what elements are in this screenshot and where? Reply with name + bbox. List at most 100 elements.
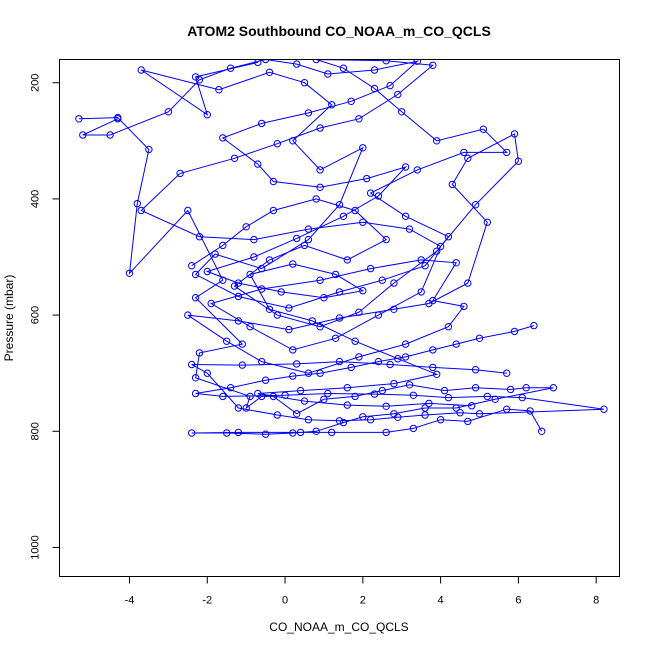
data-point (137, 66, 145, 74)
data-point (219, 392, 227, 401)
data-point (374, 357, 383, 366)
data-point (382, 235, 390, 244)
data-point (413, 166, 421, 174)
data-point (444, 323, 453, 331)
x-tick-label: -4 (125, 595, 135, 607)
data-point (355, 308, 363, 316)
plot-area (75, 59, 608, 438)
data-point (347, 97, 355, 106)
data-point (261, 59, 270, 64)
data-point (413, 59, 421, 65)
data-point (382, 402, 390, 410)
data-point (421, 411, 429, 419)
x-tick-label: 4 (438, 595, 444, 607)
data-point (207, 299, 215, 308)
data-point (137, 206, 145, 215)
data-point (75, 115, 83, 123)
data-point (246, 270, 254, 279)
data-point (366, 264, 375, 273)
data-point (324, 389, 332, 398)
x-tick-label: 0 (282, 595, 288, 607)
data-point (324, 70, 332, 78)
data-point (343, 384, 351, 392)
data-point (394, 90, 402, 99)
data-point (328, 101, 336, 109)
data-point (191, 270, 200, 279)
data-point (331, 270, 340, 279)
data-point (339, 212, 348, 221)
data-point (289, 260, 297, 268)
data-point (195, 233, 204, 241)
series-line-4 (82, 59, 472, 407)
data-point (343, 401, 351, 409)
data-point (351, 392, 359, 401)
data-point (471, 384, 480, 392)
data-point (219, 241, 227, 250)
data-point (382, 428, 390, 437)
data-point (359, 287, 367, 295)
data-point (300, 79, 309, 87)
data-point (293, 360, 301, 368)
data-point (114, 115, 122, 123)
data-point (421, 262, 429, 270)
data-point (316, 124, 324, 132)
data-point (339, 418, 348, 427)
data-point (370, 66, 379, 74)
data-point (456, 409, 464, 417)
y-tick-label: 800 (30, 422, 42, 440)
data-point (188, 262, 196, 270)
data-point (363, 174, 371, 183)
data-point (433, 137, 441, 145)
data-point (145, 145, 153, 154)
data-point (188, 360, 196, 369)
data-point (475, 410, 484, 418)
data-point (386, 360, 394, 369)
data-point (343, 256, 351, 264)
data-point (226, 384, 235, 392)
data-point (296, 428, 305, 437)
data-point (510, 327, 519, 336)
x-tick-label: -2 (202, 595, 212, 607)
data-point (506, 385, 515, 394)
data-point (390, 305, 398, 313)
y-tick-label: 1000 (30, 535, 42, 559)
data-point (273, 140, 281, 148)
data-point (211, 250, 219, 258)
data-point (250, 235, 258, 244)
data-point (261, 376, 270, 384)
data-point (242, 404, 250, 412)
data-point (312, 195, 320, 203)
data-point (398, 108, 406, 116)
data-point (421, 404, 429, 412)
data-point (452, 340, 460, 348)
data-point (215, 86, 223, 94)
data-point (405, 381, 414, 389)
data-point (433, 370, 441, 378)
data-point (265, 256, 274, 264)
chart-title: ATOM2 Southbound CO_NOAA_m_CO_QCLS (187, 23, 491, 39)
data-point (195, 349, 204, 357)
data-point (273, 411, 281, 419)
data-point (370, 390, 379, 398)
data-point (378, 276, 386, 284)
data-point (382, 59, 390, 65)
data-point (234, 279, 243, 287)
data-point (394, 355, 402, 363)
data-point (366, 189, 375, 197)
data-point (191, 374, 200, 382)
data-point (440, 386, 449, 395)
data-point (195, 76, 204, 84)
data-point (347, 363, 355, 372)
x-tick-label: 6 (515, 595, 521, 607)
data-point (246, 323, 254, 331)
data-point (475, 334, 484, 342)
data-point (234, 404, 243, 412)
data-point (219, 134, 227, 142)
data-point (401, 212, 410, 221)
data-point (359, 144, 367, 152)
data-point (308, 317, 316, 325)
data-point (316, 369, 324, 377)
data-point (304, 416, 313, 424)
data-point (320, 294, 328, 302)
data-point (234, 428, 243, 437)
